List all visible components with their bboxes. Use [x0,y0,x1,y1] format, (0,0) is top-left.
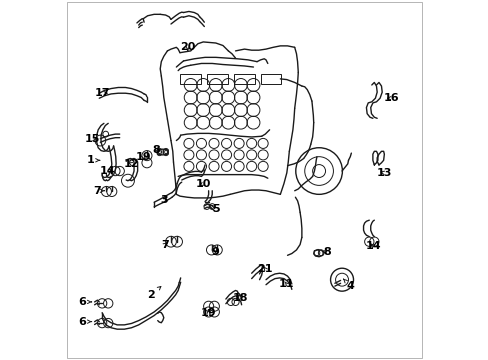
Bar [233,74,254,84]
Text: 7: 7 [93,186,104,196]
Text: 14: 14 [365,241,381,251]
Text: 13: 13 [376,168,391,178]
Text: 18: 18 [233,293,248,303]
Text: 6: 6 [78,317,91,327]
Text: 1: 1 [86,155,100,165]
Text: 7: 7 [161,239,168,249]
Text: 12: 12 [123,159,139,169]
Bar [260,74,281,84]
Text: 20: 20 [180,42,195,52]
Text: 19: 19 [201,308,216,318]
Text: 5: 5 [209,204,219,214]
Text: 17: 17 [95,88,110,98]
Text: 8: 8 [152,144,160,154]
Bar [206,74,227,84]
Text: 14: 14 [100,166,115,176]
Text: 11: 11 [279,279,294,289]
Text: 8: 8 [322,247,330,257]
Bar [180,74,201,84]
Text: 6: 6 [78,297,91,307]
Text: 9: 9 [211,247,219,257]
Text: 21: 21 [257,264,272,274]
Text: 15: 15 [84,134,100,144]
Text: 19: 19 [135,152,151,162]
Text: 4: 4 [343,279,353,291]
Text: 16: 16 [383,93,399,103]
Text: 10: 10 [195,179,210,189]
Text: 3: 3 [160,195,167,205]
Text: 2: 2 [147,287,161,300]
